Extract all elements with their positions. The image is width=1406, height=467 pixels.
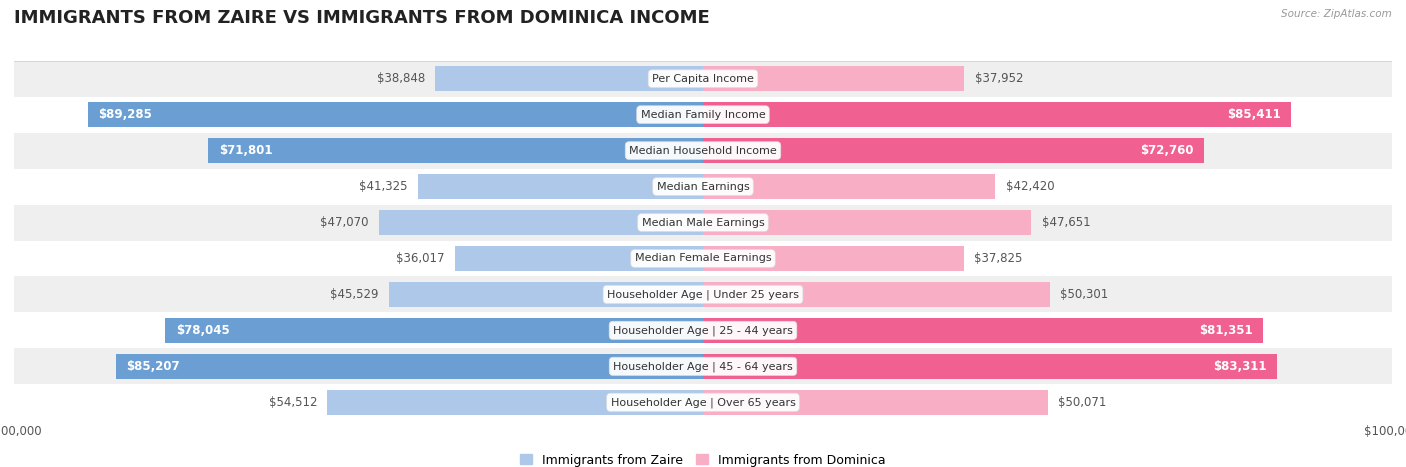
Text: $47,651: $47,651 [1042, 216, 1090, 229]
Bar [89, 102, 703, 127]
Text: Median Earnings: Median Earnings [657, 182, 749, 191]
Bar [703, 66, 965, 91]
Text: Householder Age | 25 - 44 years: Householder Age | 25 - 44 years [613, 325, 793, 336]
Bar [14, 276, 1392, 312]
Text: $54,512: $54,512 [269, 396, 318, 409]
Text: $50,301: $50,301 [1060, 288, 1108, 301]
Text: $42,420: $42,420 [1005, 180, 1054, 193]
Text: Source: ZipAtlas.com: Source: ZipAtlas.com [1281, 9, 1392, 19]
Bar [703, 246, 963, 271]
Bar [166, 318, 703, 343]
Bar [115, 354, 703, 379]
Bar [378, 210, 703, 235]
Bar [208, 138, 703, 163]
Bar [328, 390, 703, 415]
Text: $78,045: $78,045 [176, 324, 229, 337]
Bar [389, 282, 703, 307]
Text: $45,529: $45,529 [330, 288, 380, 301]
Text: $85,411: $85,411 [1227, 108, 1281, 121]
Bar [703, 318, 1264, 343]
Bar [703, 210, 1031, 235]
Text: Per Capita Income: Per Capita Income [652, 74, 754, 84]
Bar [703, 282, 1049, 307]
Text: $36,017: $36,017 [396, 252, 444, 265]
Bar [14, 384, 1392, 420]
Bar [703, 138, 1205, 163]
Bar [14, 312, 1392, 348]
Text: Median Male Earnings: Median Male Earnings [641, 218, 765, 227]
Bar [436, 66, 703, 91]
Bar [14, 97, 1392, 133]
Legend: Immigrants from Zaire, Immigrants from Dominica: Immigrants from Zaire, Immigrants from D… [515, 449, 891, 467]
Text: $83,311: $83,311 [1213, 360, 1267, 373]
Text: Median Family Income: Median Family Income [641, 110, 765, 120]
Bar [14, 61, 1392, 97]
Text: Householder Age | Over 65 years: Householder Age | Over 65 years [610, 397, 796, 408]
Text: IMMIGRANTS FROM ZAIRE VS IMMIGRANTS FROM DOMINICA INCOME: IMMIGRANTS FROM ZAIRE VS IMMIGRANTS FROM… [14, 9, 710, 28]
Text: $37,952: $37,952 [974, 72, 1024, 85]
Bar [456, 246, 703, 271]
Text: Median Female Earnings: Median Female Earnings [634, 254, 772, 263]
Bar [14, 205, 1392, 241]
Bar [14, 348, 1392, 384]
Text: $85,207: $85,207 [127, 360, 180, 373]
Text: Median Household Income: Median Household Income [628, 146, 778, 156]
Text: $50,071: $50,071 [1059, 396, 1107, 409]
Bar [703, 102, 1292, 127]
Bar [14, 241, 1392, 276]
Bar [14, 133, 1392, 169]
Text: $38,848: $38,848 [377, 72, 425, 85]
Text: $47,070: $47,070 [321, 216, 368, 229]
Text: $89,285: $89,285 [98, 108, 152, 121]
Text: $72,760: $72,760 [1140, 144, 1194, 157]
Text: $37,825: $37,825 [974, 252, 1022, 265]
Text: Householder Age | Under 25 years: Householder Age | Under 25 years [607, 289, 799, 300]
Bar [703, 354, 1277, 379]
Bar [419, 174, 703, 199]
Bar [14, 169, 1392, 205]
Text: Householder Age | 45 - 64 years: Householder Age | 45 - 64 years [613, 361, 793, 372]
Bar [703, 174, 995, 199]
Text: $41,325: $41,325 [360, 180, 408, 193]
Bar [703, 390, 1047, 415]
Text: $81,351: $81,351 [1199, 324, 1253, 337]
Text: $71,801: $71,801 [219, 144, 273, 157]
